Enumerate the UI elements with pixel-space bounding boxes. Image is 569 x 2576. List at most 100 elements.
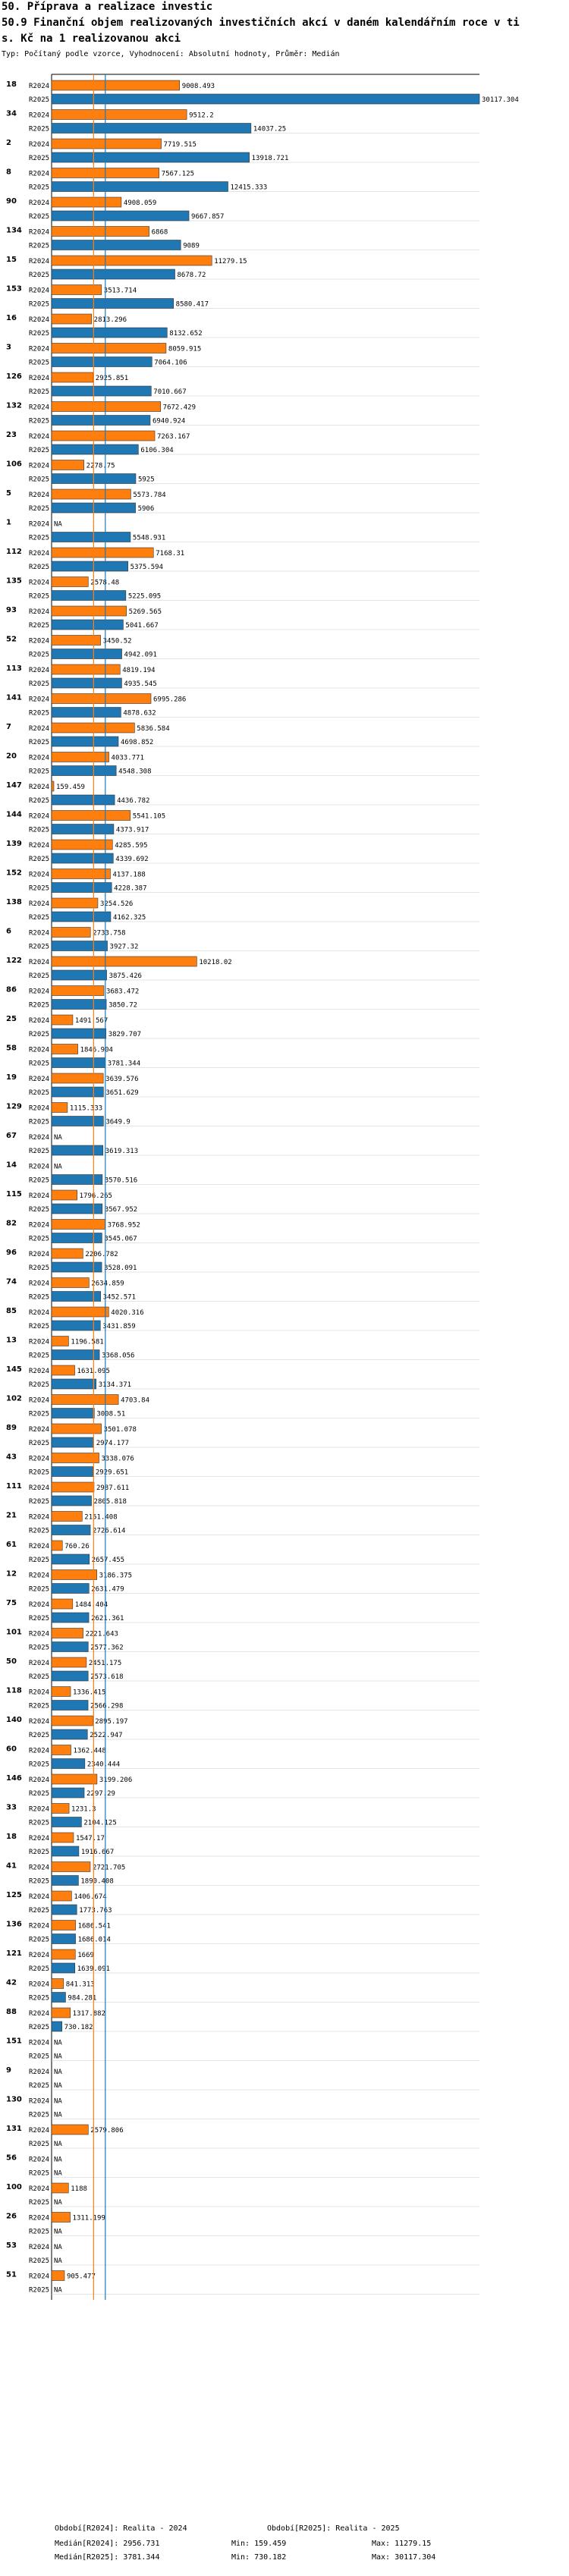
value-label: 3199.206	[99, 1776, 132, 1784]
value-label: 2895.197	[95, 1718, 127, 1726]
bar-r2025	[51, 1495, 92, 1506]
series-label: R2025	[29, 1849, 49, 1856]
bar-r2025	[51, 152, 250, 163]
series-label: R2024	[29, 258, 49, 265]
bar-r2025	[51, 385, 152, 397]
bar-r2025	[51, 1670, 89, 1682]
value-label: 2726.614	[93, 1528, 125, 1535]
series-label: R2024	[29, 1718, 49, 1726]
na-label: NA	[54, 2082, 62, 2090]
na-label: NA	[54, 2229, 62, 2236]
series-label: R2025	[29, 1498, 49, 1506]
bar-r2025	[51, 1349, 100, 1360]
series-label: R2025	[29, 914, 49, 922]
bar-r2024	[51, 1481, 95, 1493]
bar-r2024	[51, 956, 197, 967]
value-label: 4339.692	[115, 856, 148, 863]
series-label: R2025	[29, 856, 49, 863]
series-label: R2024	[29, 141, 49, 149]
value-label: 3781.344	[108, 1060, 140, 1068]
value-label: 3450.52	[103, 638, 132, 646]
bar-r2024	[51, 1189, 77, 1201]
bar-r2024	[51, 226, 149, 237]
bar-r2024	[51, 1745, 71, 1755]
value-label: 1188	[71, 2185, 87, 2193]
group-label: 52	[6, 636, 17, 644]
na-label: NA	[54, 521, 62, 529]
bar-r2024	[51, 1832, 74, 1843]
series-label: R2025	[29, 1557, 49, 1564]
series-label: R2024	[29, 1514, 49, 1522]
series-label: R2025	[29, 96, 49, 104]
group-label: 16	[6, 314, 17, 322]
series-label: R2024	[29, 1864, 49, 1872]
group-label: 131	[6, 2125, 22, 2133]
bar-r2025	[51, 327, 168, 338]
value-label: 984.281	[68, 1995, 96, 2003]
bar-r2025	[51, 999, 107, 1010]
bar-r2024	[51, 313, 92, 325]
series-label: R2025	[29, 1264, 49, 1272]
series-label: R2025	[29, 1586, 49, 1594]
group-label: 88	[6, 2008, 17, 2016]
bar-r2025	[51, 1261, 102, 1273]
bar-r2024	[51, 2212, 71, 2223]
bar-r2025	[51, 1028, 107, 1039]
group-label: 53	[6, 2241, 17, 2250]
series-label: R2024	[29, 1426, 49, 1434]
value-label: 3567.952	[105, 1206, 137, 1214]
value-label: 1311.199	[73, 2215, 105, 2223]
value-label: 2522.947	[90, 1732, 122, 1739]
group-label: 14	[6, 1161, 17, 1170]
group-label: 67	[6, 1132, 17, 1140]
series-label: R2025	[29, 1002, 49, 1010]
bar-r2025	[51, 1934, 76, 1944]
value-label: 2721.705	[93, 1864, 125, 1872]
series-label: R2025	[29, 2257, 49, 2265]
bar-r2025	[51, 1408, 95, 1418]
group-label: 139	[6, 840, 22, 848]
value-label: 760.26	[64, 1543, 90, 1550]
group-label: 33	[6, 1804, 17, 1812]
value-label: 2151.408	[84, 1514, 117, 1522]
series-label: R2024	[29, 1105, 49, 1113]
group-label: 26	[6, 2213, 17, 2221]
series-label: R2024	[29, 2157, 49, 2164]
value-label: 2340.444	[87, 1761, 120, 1769]
bar-r2024	[51, 255, 212, 266]
footer-period-2025: Období[R2025]: Realita - 2025	[267, 2524, 400, 2533]
bar-r2024	[51, 1628, 83, 1638]
series-label: R2024	[29, 930, 49, 938]
group-label: 96	[6, 1249, 17, 1257]
value-label: 2631.479	[91, 1586, 124, 1594]
series-label: R2025	[29, 1177, 49, 1185]
bar-r2025	[51, 1846, 80, 1857]
na-label: NA	[54, 1164, 62, 1171]
series-label: R2025	[29, 564, 49, 571]
bar-r2024	[51, 1949, 76, 1960]
value-label: 9089	[183, 243, 200, 250]
series-label: R2025	[29, 1089, 49, 1097]
value-label: 4935.545	[124, 680, 156, 688]
group-label: 136	[6, 1921, 22, 1929]
series-label: R2025	[29, 447, 49, 454]
series-label: R2024	[29, 959, 49, 966]
series-label: R2025	[29, 213, 49, 221]
bar-r2025	[51, 1466, 94, 1477]
group-label: 140	[6, 1716, 22, 1724]
group-label: 122	[6, 957, 22, 965]
bar-r2024	[51, 927, 91, 938]
series-label: R2024	[29, 755, 49, 762]
group-label: 82	[6, 1220, 17, 1228]
value-label: 1491.567	[75, 1017, 108, 1025]
bar-r2024	[51, 1657, 87, 1668]
value-label: 3619.313	[105, 1148, 138, 1155]
group-label: 106	[6, 460, 22, 469]
series-label: R2024	[29, 2098, 49, 2106]
series-label: R2024	[29, 229, 49, 237]
bar-r2025	[51, 1583, 90, 1594]
bar-r2025	[51, 882, 112, 893]
chart-title-line1: 50. Příprava a realizace investic	[2, 1, 213, 13]
group-label: 118	[6, 1687, 22, 1695]
